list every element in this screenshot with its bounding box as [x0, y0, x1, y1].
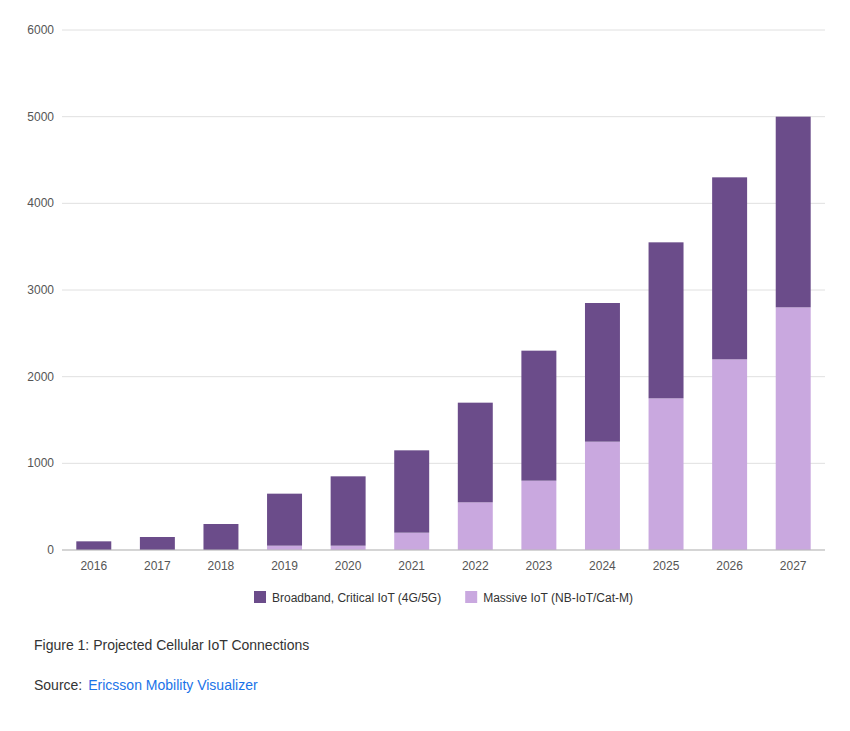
bar: [458, 502, 493, 550]
grid-line: [62, 550, 825, 551]
bar: [521, 351, 556, 481]
grid-line: [62, 30, 825, 31]
x-tick-label: 2018: [208, 559, 235, 573]
chart: 0 1000 2000 3000 4000 5000 6000 2016 2017 2018 201…: [0, 0, 850, 731]
grid-line: [62, 463, 825, 464]
bar: [776, 117, 811, 308]
bar: [649, 398, 684, 550]
x-tick-label: 2027: [780, 559, 807, 573]
bar: [267, 546, 302, 550]
bar: [140, 537, 175, 550]
bar: [712, 359, 747, 550]
x-axis-line: [62, 550, 825, 551]
y-tick-label: 2000: [27, 370, 54, 384]
background: [0, 0, 850, 731]
y-tick-label: 1000: [27, 456, 54, 470]
bar: [203, 524, 238, 550]
x-tick-label: 2023: [526, 559, 553, 573]
legend-label: Broadband, Critical IoT (4G/5G): [272, 591, 441, 605]
bar: [649, 242, 684, 398]
x-tick-label: 2025: [653, 559, 680, 573]
bar: [712, 177, 747, 359]
bar: [458, 403, 493, 503]
y-tick-label: 6000: [27, 23, 54, 37]
caption: Figure 1: Projected Cellular IoT Connect…: [34, 637, 309, 653]
annotation: Ericsson Mobility Visualizer: [88, 677, 258, 693]
y-tick-label: 0: [47, 543, 54, 557]
x-tick-label: 2019: [271, 559, 298, 573]
y-tick-label: 4000: [27, 196, 54, 210]
bar: [585, 303, 620, 442]
x-tick-label: 2022: [462, 559, 489, 573]
legend-swatch: [254, 591, 266, 603]
x-tick-label: 2016: [80, 559, 107, 573]
x-tick-label: 2021: [398, 559, 425, 573]
bar: [267, 494, 302, 546]
grid-line: [62, 116, 825, 117]
annotation: Source:: [34, 677, 82, 693]
x-tick-label: 2026: [716, 559, 743, 573]
grid-line: [62, 290, 825, 291]
bar: [585, 442, 620, 550]
bar: [776, 307, 811, 550]
legend-label: Massive IoT (NB-IoT/Cat-M): [483, 591, 633, 605]
legend: Broadband, Critical IoT (4G/5G) Massive I…: [254, 591, 633, 605]
bar: [394, 533, 429, 550]
bar: [394, 450, 429, 532]
grid-line: [62, 376, 825, 377]
x-tick-label: 2020: [335, 559, 362, 573]
bar: [521, 481, 556, 550]
bar: [331, 546, 366, 550]
x-tick-label: 2024: [589, 559, 616, 573]
legend-swatch: [465, 591, 477, 603]
y-tick-label: 5000: [27, 110, 54, 124]
grid: [62, 30, 825, 550]
bar: [331, 476, 366, 545]
bars: [76, 117, 810, 550]
x-tick-label: 2017: [144, 559, 171, 573]
grid-line: [62, 203, 825, 204]
y-tick-label: 3000: [27, 283, 54, 297]
bar: [76, 541, 111, 550]
